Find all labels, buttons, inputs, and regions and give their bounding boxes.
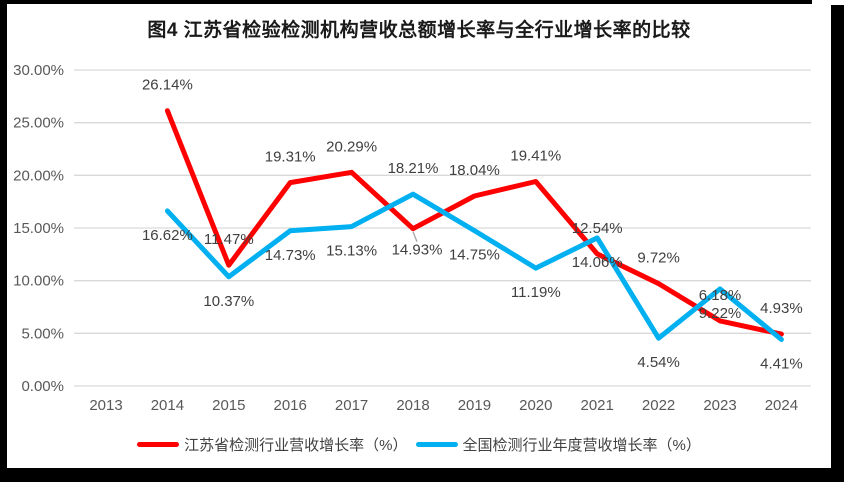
data-label: 15.13%	[326, 243, 377, 260]
y-tick-label: 5.00%	[21, 325, 64, 342]
chart-title: 图4 江苏省检验检测机构营收总额增长率与全行业增长率的比较	[147, 20, 691, 41]
data-label: 14.06%	[572, 254, 623, 271]
legend-item-jiangsu: 江苏省检测行业营收增长率（%）	[137, 434, 408, 455]
x-tick-label: 2022	[642, 397, 675, 414]
data-label: 14.93%	[392, 242, 443, 259]
data-label: 4.41%	[760, 356, 803, 373]
frame-edge-top	[0, 0, 812, 4]
y-tick-label: 10.00%	[13, 273, 64, 290]
gridlines	[74, 69, 811, 387]
x-tick-label: 2019	[458, 397, 491, 414]
data-labels-series-1: 16.62% 10.37% 14.73% 15.13% 18.21% 14.75% 11.1…	[142, 160, 803, 372]
x-tick-label: 2014	[151, 397, 184, 414]
data-label: 14.75%	[449, 247, 500, 264]
series-line-1	[164, 191, 784, 342]
data-label: 18.04%	[449, 162, 500, 179]
x-tick-label: 2013	[89, 397, 122, 414]
data-label: 18.21%	[388, 160, 439, 177]
x-tick-label: 2017	[335, 397, 368, 414]
x-axis-labels: 2013 2014 2015 2016 2017 2018 2019 2020 2021 2022…	[89, 397, 798, 414]
data-label: 4.93%	[760, 300, 803, 317]
data-label: 11.19%	[511, 284, 561, 301]
data-labels-series-0: 26.14% 11.47% 19.31% 20.29% 14.93% 18.04% 19.4…	[142, 77, 803, 317]
data-label: 26.14%	[142, 77, 193, 94]
data-label: 12.54%	[572, 220, 623, 237]
label-leader-line	[412, 231, 418, 242]
y-axis-labels: 0.00% 5.00% 10.00% 15.00% 20.00% 25.00% 30.00%	[13, 62, 64, 395]
legend-label-national: 全国检测行业年度营收增长率（%）	[462, 437, 701, 454]
legend-item-national: 全国检测行业年度营收增长率（%）	[415, 434, 701, 455]
y-tick-label: 20.00%	[13, 167, 64, 184]
data-label: 10.37%	[203, 293, 254, 310]
data-label: 19.31%	[265, 149, 316, 166]
legend-swatch-red-icon	[137, 442, 180, 447]
frame-edge-bottom	[0, 468, 844, 482]
data-label: 4.54%	[637, 354, 680, 371]
y-tick-label: 0.00%	[21, 378, 64, 395]
data-label: 6.18%	[699, 287, 742, 304]
legend-label-jiangsu: 江苏省检测行业营收增长率（%）	[184, 437, 408, 454]
x-tick-label: 2016	[274, 397, 307, 414]
frame-edge-left	[0, 0, 7, 470]
data-label: 19.41%	[510, 148, 561, 165]
data-label: 9.22%	[699, 305, 742, 322]
y-tick-label: 15.00%	[13, 220, 64, 237]
y-tick-label: 25.00%	[13, 115, 64, 132]
y-tick-label: 30.00%	[13, 62, 64, 79]
data-label: 9.72%	[637, 250, 680, 267]
data-label: 11.47%	[204, 231, 254, 248]
frame-edge-right	[831, 5, 844, 482]
x-tick-label: 2024	[765, 397, 798, 414]
data-label: 14.73%	[265, 247, 316, 264]
legend: 江苏省检测行业营收增长率（%） 全国检测行业年度营收增长率（%）	[7, 434, 831, 455]
x-tick-label: 2018	[396, 397, 429, 414]
x-tick-label: 2023	[703, 397, 736, 414]
x-tick-label: 2015	[212, 397, 245, 414]
x-tick-label: 2020	[519, 397, 552, 414]
x-tick-label: 2021	[581, 397, 614, 414]
data-label: 20.29%	[326, 138, 377, 155]
data-label: 16.62%	[142, 227, 193, 244]
legend-swatch-blue-icon	[415, 442, 458, 447]
series-line-0	[164, 108, 784, 337]
